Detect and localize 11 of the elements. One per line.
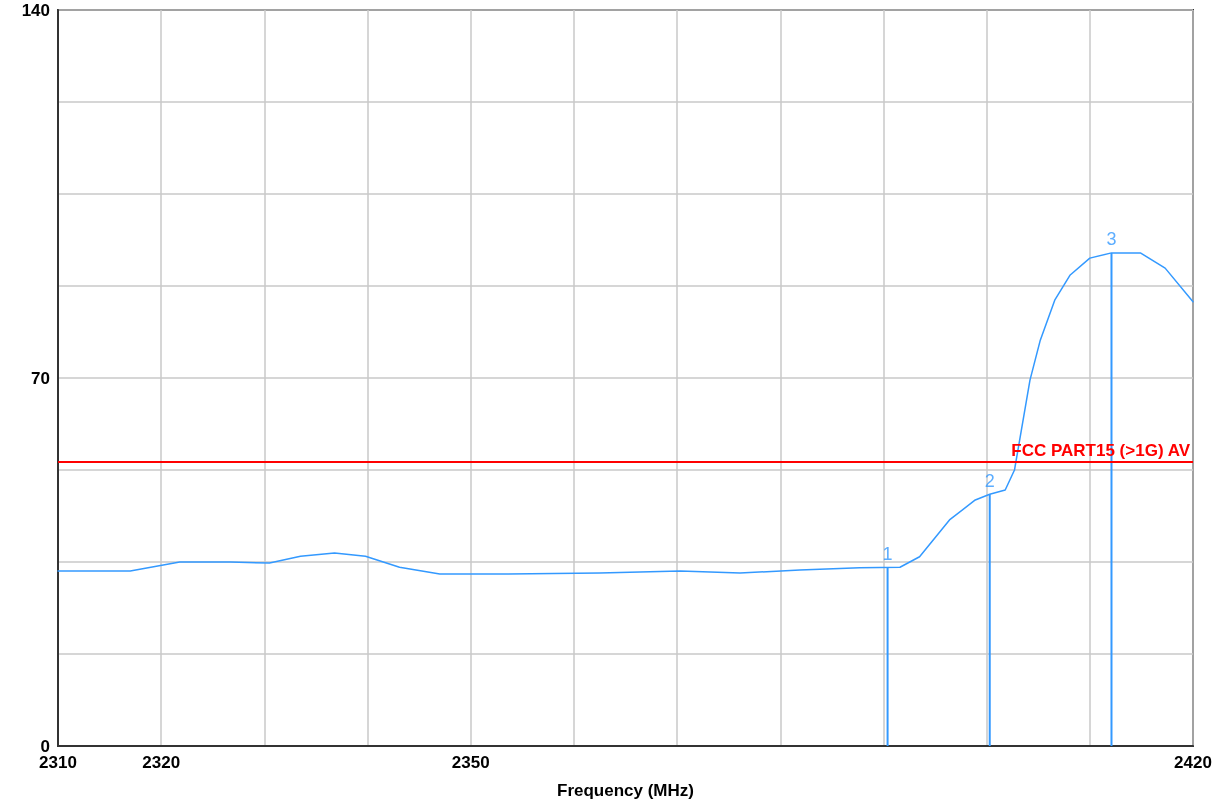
x-axis-title: Frequency (MHz): [557, 781, 694, 800]
x-tick-label: 2420: [1174, 753, 1212, 772]
x-tick-label: 2310: [39, 753, 77, 772]
y-tick-label: 0: [40, 736, 50, 756]
annotation: 2: [984, 470, 995, 491]
y-tick-label: 140: [21, 0, 50, 20]
annotation: 3: [1106, 229, 1117, 250]
x-tick-label: 2320: [142, 753, 181, 772]
y-tick-label: 70: [31, 368, 50, 388]
x-tick-label: 2350: [451, 753, 490, 772]
annotation: 1: [882, 543, 893, 564]
